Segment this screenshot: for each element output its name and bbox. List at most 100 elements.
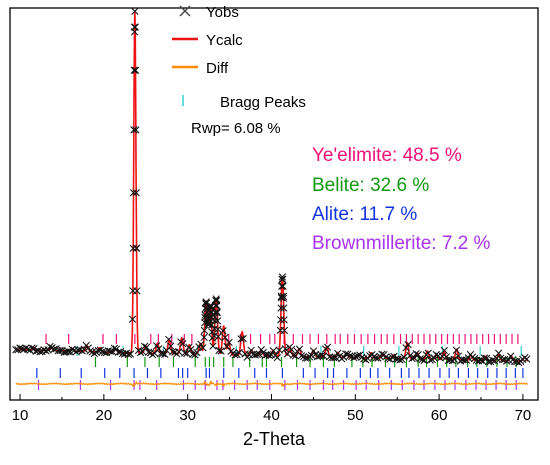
yobs-point bbox=[275, 346, 284, 354]
yobs-point bbox=[313, 353, 322, 361]
yobs-point bbox=[129, 244, 137, 252]
yobs-point bbox=[482, 354, 491, 362]
yobs-point bbox=[175, 348, 183, 356]
phase-alite: Alite: 11.7 % bbox=[312, 204, 417, 225]
yobs-point bbox=[340, 353, 348, 361]
yobs-point bbox=[207, 321, 216, 329]
yobs-point bbox=[130, 126, 138, 134]
yobs-point bbox=[28, 344, 36, 352]
yobs-point bbox=[131, 7, 139, 15]
yobs-point bbox=[295, 345, 304, 353]
yobs-point bbox=[100, 348, 109, 357]
yobs-point bbox=[144, 348, 153, 356]
x-tick-label: 30 bbox=[179, 407, 196, 424]
legend-label-bragg: Bragg Peaks bbox=[220, 94, 306, 111]
yobs-point bbox=[128, 315, 137, 323]
x-axis: 10 20 30 40 50 60 70 bbox=[12, 394, 532, 424]
yobs-point bbox=[352, 353, 360, 361]
yobs-point bbox=[200, 333, 208, 341]
yobs-point bbox=[136, 348, 145, 357]
yobs-point bbox=[181, 349, 189, 357]
phase-yeelimite: Ye'elimite: 48.5 % bbox=[312, 145, 462, 166]
yobs-point bbox=[16, 344, 24, 352]
legend-item-diff: Diff bbox=[172, 60, 229, 77]
yobs-point bbox=[189, 350, 197, 358]
yobs-point bbox=[280, 326, 289, 335]
yobs-point bbox=[303, 354, 312, 362]
yobs-point bbox=[64, 347, 72, 356]
yobs-point bbox=[279, 292, 288, 301]
diff-line bbox=[15, 380, 529, 388]
yobs-point bbox=[140, 342, 149, 351]
yobs-point bbox=[279, 282, 287, 290]
yobs-point bbox=[169, 347, 177, 356]
plot-frame bbox=[9, 7, 539, 401]
legend-label-yobs: Yobs bbox=[206, 4, 239, 21]
yobs-point bbox=[165, 335, 173, 344]
yobs-point bbox=[112, 345, 121, 353]
yobs-point bbox=[404, 341, 412, 349]
yobs-point bbox=[155, 345, 163, 353]
yobs-point bbox=[211, 317, 219, 325]
ycalc-line bbox=[15, 12, 529, 362]
yobs-point bbox=[442, 353, 450, 361]
yobs-point bbox=[124, 350, 133, 359]
yobs-point bbox=[507, 352, 515, 360]
yobs-point bbox=[209, 342, 217, 350]
yobs-point bbox=[167, 342, 175, 350]
yobs-point bbox=[46, 342, 54, 351]
yobs-point bbox=[378, 350, 386, 358]
yobs-point bbox=[237, 335, 245, 343]
yobs-point bbox=[130, 66, 138, 74]
yobs-point bbox=[452, 346, 461, 354]
difference-curve bbox=[15, 380, 529, 388]
yobs-point bbox=[199, 344, 207, 352]
yobs-point bbox=[476, 356, 485, 364]
yobs-point bbox=[131, 66, 140, 74]
yobs-point bbox=[114, 348, 123, 356]
x-tick-label: 70 bbox=[515, 407, 532, 424]
yobs-point bbox=[235, 348, 243, 357]
yobs-point bbox=[307, 351, 316, 360]
yobs-point bbox=[291, 352, 300, 360]
phase-belite: Belite: 32.6 % bbox=[312, 175, 429, 196]
x-tick-label: 40 bbox=[263, 407, 280, 424]
yobs-point bbox=[212, 295, 220, 303]
yobs-point bbox=[388, 353, 396, 361]
yobs-point bbox=[448, 356, 457, 365]
yobs-point bbox=[133, 287, 141, 295]
yobs-point bbox=[515, 358, 523, 367]
yobs-point bbox=[281, 345, 290, 353]
yobs-point bbox=[187, 345, 195, 354]
yobs-point bbox=[502, 357, 511, 365]
x-tick-label: 10 bbox=[12, 407, 29, 424]
yobs-point bbox=[36, 348, 44, 356]
yobs-point bbox=[287, 345, 296, 354]
yobs-point bbox=[412, 350, 420, 358]
yobs-point bbox=[132, 189, 140, 197]
yobs-point bbox=[197, 340, 205, 348]
yobs-point bbox=[309, 347, 318, 355]
yobs-point bbox=[215, 346, 223, 355]
yobs-point bbox=[370, 353, 378, 361]
yobs-point bbox=[424, 349, 432, 357]
yobs-point bbox=[132, 244, 141, 253]
yobs-point bbox=[132, 126, 140, 134]
yobs-point bbox=[253, 350, 261, 359]
yobs-point bbox=[24, 345, 32, 354]
yobs-point bbox=[213, 317, 222, 325]
x-axis-title: 2-Theta bbox=[243, 429, 306, 449]
yobs-point bbox=[131, 23, 139, 31]
yobs-point bbox=[225, 338, 233, 347]
yobs-point bbox=[214, 332, 222, 341]
yobs-point bbox=[129, 189, 138, 197]
yobs-point bbox=[239, 334, 247, 343]
yobs-point bbox=[142, 343, 151, 351]
yobs-point bbox=[214, 325, 222, 333]
yobs-point bbox=[200, 326, 209, 335]
legend: Yobs Ycalc Diff Bragg Peaks Rwp= 6.08 % bbox=[172, 4, 306, 137]
phase-brownmillerite: Brownmillerite: 7.2 % bbox=[312, 233, 491, 254]
yobs-point bbox=[384, 354, 392, 363]
yobs-point bbox=[255, 350, 263, 358]
